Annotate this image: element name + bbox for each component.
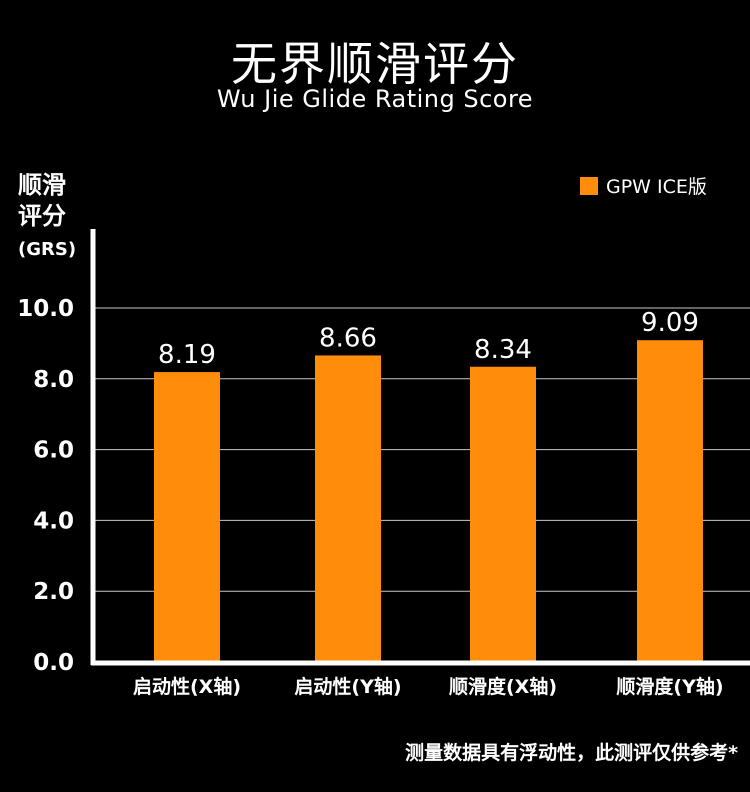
- y-axis-label-line1: 顺滑: [18, 171, 66, 199]
- bar: [637, 340, 703, 662]
- y-tick-label: 0.0: [33, 650, 74, 676]
- y-axis-unit: (GRS): [18, 239, 77, 260]
- y-tick-label: 2.0: [33, 579, 74, 605]
- bar: [154, 372, 220, 662]
- y-tick-label: 10.0: [17, 296, 74, 322]
- y-axis-label-line2: 评分: [18, 202, 66, 230]
- legend: GPW ICE版: [580, 172, 707, 199]
- data-label: 9.09: [641, 308, 699, 338]
- data-label: 8.66: [319, 323, 377, 353]
- legend-swatch: [580, 176, 598, 195]
- x-tick-label: 启动性(Y轴): [294, 675, 401, 698]
- chart-title: 无界顺滑评分: [231, 37, 519, 91]
- data-label: 8.19: [158, 340, 216, 370]
- bar: [470, 366, 536, 662]
- y-tick-label: 8.0: [33, 367, 74, 393]
- legend-label: GPW ICE版: [606, 176, 707, 198]
- y-tick-label: 6.0: [33, 438, 74, 464]
- x-tick-label: 启动性(X轴): [133, 675, 241, 698]
- x-tick-label: 顺滑度(X轴): [449, 675, 557, 698]
- footnote: 测量数据具有浮动性，此测评仅供参考*: [405, 742, 738, 764]
- y-axis-label: 顺滑 评分 (GRS): [18, 170, 82, 268]
- chart-subtitle: Wu Jie Glide Rating Score: [216, 85, 534, 113]
- data-label: 8.34: [474, 335, 532, 365]
- x-tick-label: 顺滑度(Y轴): [616, 675, 723, 698]
- y-tick-label: 4.0: [33, 508, 74, 534]
- bar: [315, 355, 381, 662]
